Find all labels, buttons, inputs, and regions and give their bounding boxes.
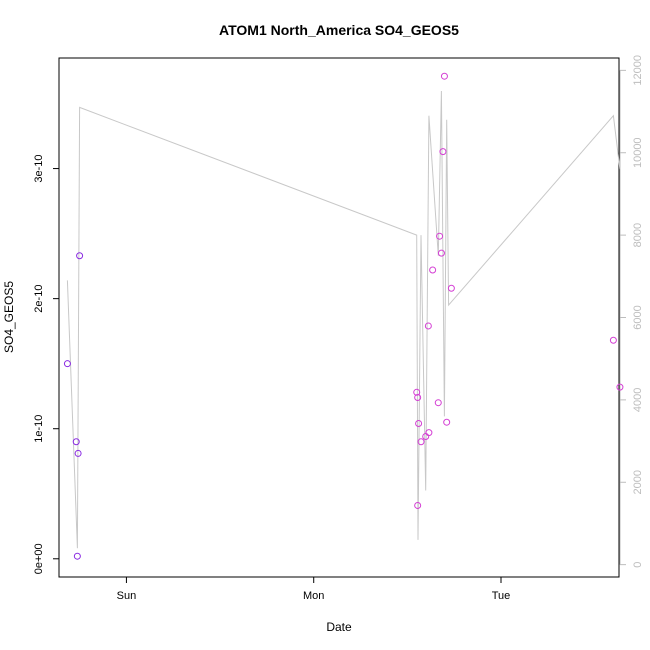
data-point xyxy=(417,438,425,446)
data-point xyxy=(413,388,421,396)
y-axis-left: 0e+00 1e-10 2e-10 3e-10 xyxy=(33,154,59,574)
y2-tick-label: 8000 xyxy=(632,223,644,247)
data-point xyxy=(616,383,624,391)
data-point xyxy=(414,501,422,509)
y-tick-label: 1e-10 xyxy=(33,415,45,443)
data-point xyxy=(63,360,71,368)
y-tick-label: 2e-10 xyxy=(33,285,45,313)
x-tick-label: Sun xyxy=(117,590,137,602)
data-point xyxy=(436,232,444,240)
data-point xyxy=(443,418,451,426)
y-axis-label: SO4_GEOS5 xyxy=(2,281,16,353)
chart-title: ATOM1 North_America SO4_GEOS5 xyxy=(219,22,459,38)
data-point xyxy=(609,336,617,344)
data-point xyxy=(425,429,433,437)
y-tick-label: 0e+00 xyxy=(33,543,45,574)
y-axis-right: 0 2000 4000 6000 8000 10000 12000 xyxy=(619,55,644,568)
y2-tick-label: 2000 xyxy=(632,470,644,494)
data-point xyxy=(74,449,82,457)
data-point xyxy=(439,148,447,156)
data-point xyxy=(414,393,422,401)
data-point xyxy=(424,322,432,330)
series-line xyxy=(66,90,621,549)
y-tick-label: 3e-10 xyxy=(33,154,45,182)
y2-tick-label: 4000 xyxy=(632,388,644,412)
data-point xyxy=(434,399,442,407)
data-point xyxy=(447,284,455,292)
y2-tick-label: 12000 xyxy=(632,55,644,86)
x-tick-label: Mon xyxy=(303,590,324,602)
data-point xyxy=(415,420,423,428)
plot-border xyxy=(58,57,620,578)
x-axis: Sun Mon Tue xyxy=(117,577,511,602)
x-tick-label: Tue xyxy=(492,590,511,602)
data-point xyxy=(72,438,80,446)
data-point xyxy=(429,266,437,274)
data-point xyxy=(73,552,81,560)
data-point xyxy=(437,249,445,257)
y2-tick-label: 10000 xyxy=(632,137,644,168)
data-points xyxy=(63,72,624,560)
data-point xyxy=(76,252,84,260)
data-point xyxy=(440,72,448,80)
y2-tick-label: 6000 xyxy=(632,305,644,329)
x-axis-label: Date xyxy=(326,620,352,634)
y2-tick-label: 0 xyxy=(632,562,644,568)
